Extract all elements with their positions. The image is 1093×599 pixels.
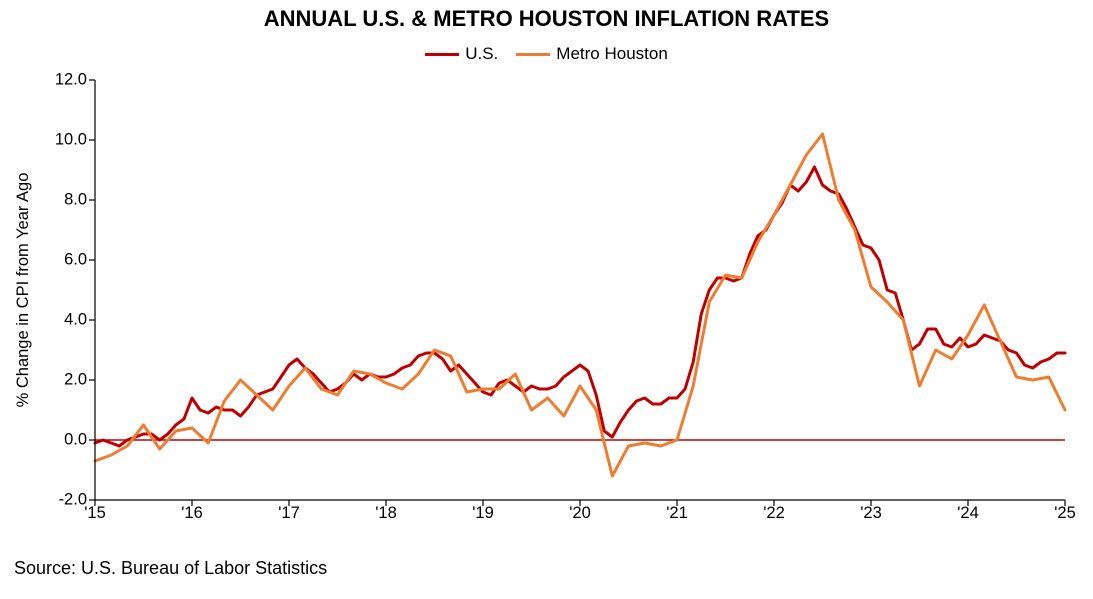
x-tick-label: '20 xyxy=(569,504,591,523)
y-tick-label: 2.0 xyxy=(37,371,87,390)
x-tick-label: '21 xyxy=(666,504,688,523)
y-tick-label: -2.0 xyxy=(37,491,87,510)
plot-area xyxy=(95,80,1065,500)
x-tick-label: '22 xyxy=(763,504,785,523)
chart-container: ANNUAL U.S. & METRO HOUSTON INFLATION RA… xyxy=(0,0,1093,599)
x-tick-label: '16 xyxy=(181,504,203,523)
legend-item-houston: Metro Houston xyxy=(516,44,668,64)
chart-title: ANNUAL U.S. & METRO HOUSTON INFLATION RA… xyxy=(0,6,1093,32)
y-tick-label: 12.0 xyxy=(37,71,87,90)
x-tick-label: '15 xyxy=(84,504,106,523)
x-tick-label: '24 xyxy=(957,504,979,523)
legend-item-us: U.S. xyxy=(425,44,498,64)
x-tick-label: '23 xyxy=(860,504,882,523)
plot-svg xyxy=(95,80,1065,500)
legend-swatch-us xyxy=(425,53,459,56)
source-note: Source: U.S. Bureau of Labor Statistics xyxy=(14,558,327,579)
y-tick-label: 8.0 xyxy=(37,191,87,210)
x-tick-label: '19 xyxy=(472,504,494,523)
y-tick-label: 4.0 xyxy=(37,311,87,330)
x-tick-label: '17 xyxy=(278,504,300,523)
y-tick-label: 6.0 xyxy=(37,251,87,270)
x-tick-label: '18 xyxy=(375,504,397,523)
x-tick-label: '25 xyxy=(1054,504,1076,523)
legend-label: U.S. xyxy=(465,44,498,64)
y-tick-label: 10.0 xyxy=(37,131,87,150)
y-axis-title: % Change in CPI from Year Ago xyxy=(14,80,34,500)
legend-swatch-houston xyxy=(516,53,550,56)
legend: U.S. Metro Houston xyxy=(0,44,1093,64)
legend-label: Metro Houston xyxy=(556,44,668,64)
y-tick-label: 0.0 xyxy=(37,431,87,450)
